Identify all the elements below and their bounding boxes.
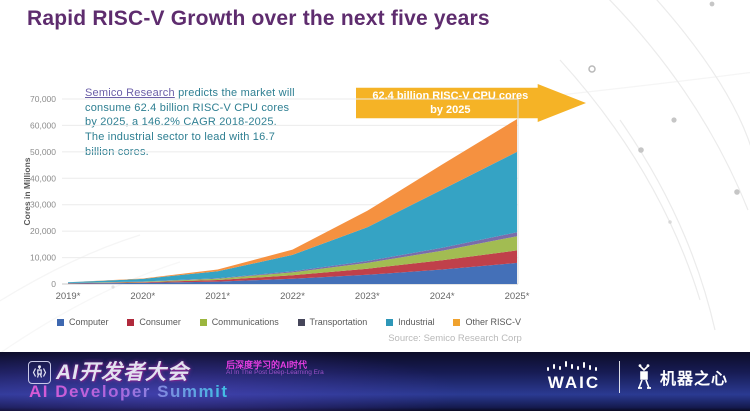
callout-line-2: by 2025	[430, 104, 471, 116]
y-tick-label: 0	[51, 279, 56, 289]
x-tick-label: 2023*	[355, 291, 380, 302]
legend-swatch	[386, 318, 394, 326]
waic-logo: WAIC	[543, 360, 605, 393]
x-tick-label: 2024*	[430, 291, 455, 302]
legend-label: Transportation	[309, 317, 368, 327]
legend-item: Transportation	[297, 317, 368, 327]
legend-item: Industrial	[386, 317, 435, 327]
x-tick-label: 2019*	[56, 291, 81, 302]
source-note: Source: Semico Research Corp	[388, 333, 522, 344]
waic-label: WAIC	[547, 373, 601, 392]
jiqizhixin-logo: 机器之心	[634, 363, 728, 391]
partner-logos: WAIC 机器之心	[543, 360, 728, 393]
area-series-consumer	[68, 250, 517, 284]
event-cn-title: AI开发者大会	[56, 361, 189, 384]
y-tick-label: 40,000	[30, 173, 56, 183]
x-tick-label: 2022*	[280, 291, 305, 302]
legend-label: Other RISC-V	[465, 317, 521, 327]
legend-label: Consumer	[139, 317, 181, 327]
x-tick-label: 2020*	[130, 291, 155, 302]
y-tick-label: 30,000	[30, 200, 56, 210]
intro-text: predicts the market will consume 62.4 bi…	[85, 87, 295, 158]
legend-swatch	[297, 318, 305, 326]
waic-wave-icon	[546, 361, 597, 371]
x-tick-label: 2025*	[505, 291, 530, 302]
y-tick-label: 60,000	[30, 120, 56, 130]
legend-swatch	[57, 318, 64, 326]
stacked-area-chart: 0 10,000 20,000 30,000 40,000 50,000 60,000 70,…	[22, 94, 530, 302]
legend-swatch	[199, 318, 207, 326]
y-tick-label: 70,000	[30, 94, 56, 104]
legend-swatch	[127, 318, 135, 326]
legend-swatch	[453, 318, 461, 326]
page-title: Rapid RISC-V Growth over the next five y…	[27, 7, 490, 30]
area-series-communications	[68, 236, 517, 284]
legend-item: Other RISC-V	[453, 317, 521, 327]
y-tick-label: 50,000	[30, 147, 56, 157]
area-series-other-risc-v	[68, 119, 517, 283]
legend-label: Industrial	[398, 317, 435, 327]
jiqizhixin-label: 机器之心	[659, 370, 728, 388]
area-series-industrial	[68, 151, 517, 283]
event-cn-subtitle: 后深度学习的AI时代	[226, 360, 308, 370]
legend-label: Computer	[69, 317, 109, 327]
jiqizhixin-badge-icon	[28, 361, 51, 384]
intro-paragraph: Semico Research predicts the market will…	[85, 86, 299, 160]
event-en-subtitle: AI In The Post Deep-Learning Era	[226, 369, 324, 376]
y-axis-label: Cores in Millions	[22, 157, 32, 225]
legend-item: Consumer	[127, 317, 181, 327]
x-tick-label: 2021*	[205, 291, 230, 302]
semico-research-link[interactable]: Semico Research	[85, 87, 175, 99]
legend-label: Communications	[211, 317, 279, 327]
robot-icon	[637, 363, 651, 389]
footer-divider	[618, 360, 620, 393]
y-tick-label: 20,000	[30, 226, 56, 236]
legend-item: Computer	[57, 317, 109, 327]
area-series-computer	[68, 262, 517, 284]
y-tick-label: 10,000	[30, 253, 56, 263]
footer-banner: AI开发者大会 后深度学习的AI时代 AI In The Post Deep-L…	[0, 352, 750, 411]
legend-item: Communications	[199, 317, 279, 327]
event-en-title: AI Developer Summit	[29, 382, 229, 401]
chart-legend: Computer Consumer Communications Transporta…	[57, 317, 521, 327]
